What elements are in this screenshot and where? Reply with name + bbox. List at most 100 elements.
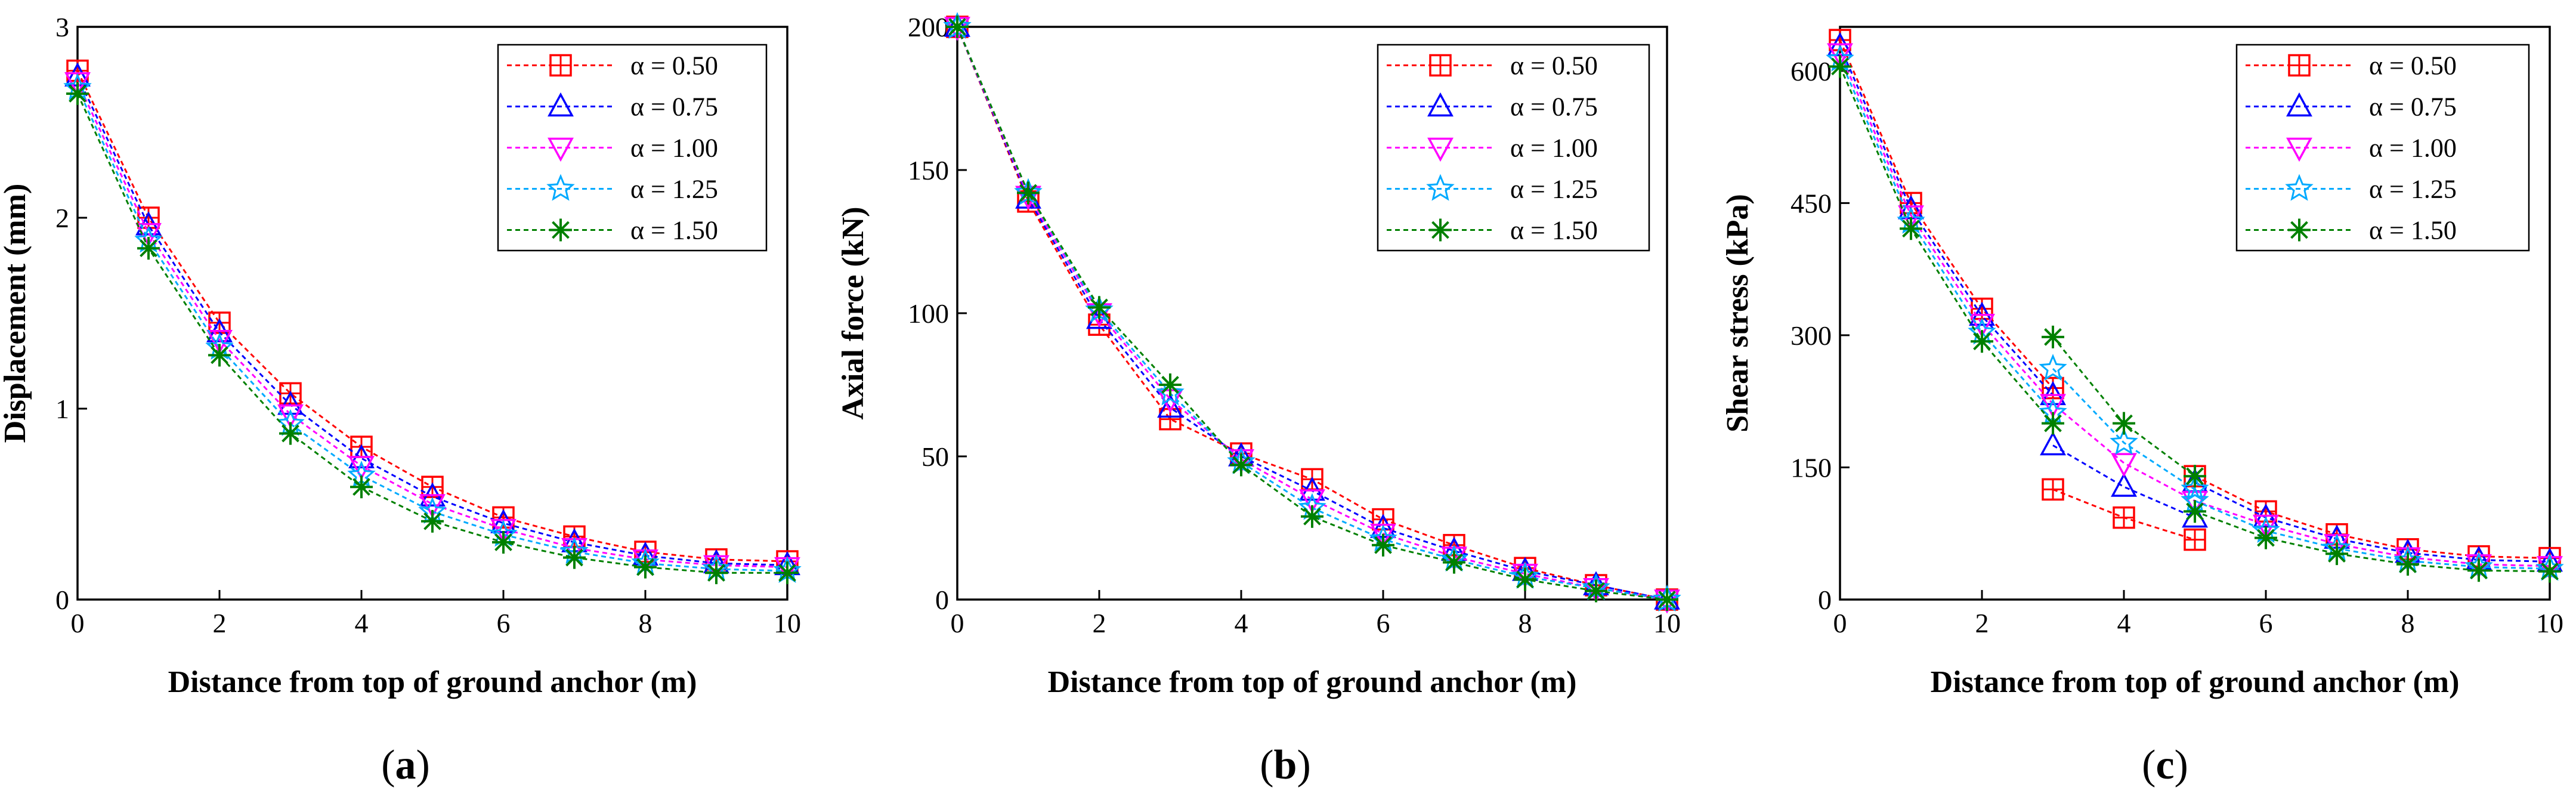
data-point-spoke (1232, 456, 1250, 474)
data-point-spoke (1019, 184, 1037, 202)
legend: α = 0.50 α = 0.75 α = 1.00 α = 1.25 α = 1.50 (497, 44, 768, 252)
data-point (2184, 528, 2206, 551)
data-point (2040, 431, 2066, 456)
series-5 (1829, 55, 2561, 583)
data-point (1372, 533, 1394, 557)
data-point-spoke (1516, 570, 1534, 589)
data-point (135, 223, 162, 248)
legend-label: α = 1.25 (1510, 175, 1598, 204)
data-point (137, 237, 160, 260)
x-tick-label: 8 (1519, 608, 1532, 638)
legend-marker-spoke (2290, 221, 2308, 239)
data-point (2538, 560, 2561, 583)
legend-label: α = 1.50 (2369, 216, 2457, 245)
y-axis-title: Shear stress (kPa) (1721, 194, 1755, 433)
data-point (2042, 478, 2064, 501)
series-line (1839, 45, 2054, 396)
data-point (2040, 394, 2066, 418)
data-point (563, 546, 586, 569)
legend: α = 0.50 α = 0.75 α = 1.00 α = 1.25 α = 1.50 (1377, 44, 1650, 252)
series-line (2052, 336, 2195, 477)
x-tick-label: 2 (1093, 608, 1106, 638)
series-1 (1829, 29, 2561, 570)
legend-label: α = 1.50 (630, 216, 718, 245)
x-tick-label: 4 (2117, 608, 2131, 638)
series-line (2052, 367, 2195, 490)
legend-marker (549, 54, 572, 77)
data-point (1088, 296, 1111, 319)
legend-marker (1429, 218, 1452, 242)
data-point (279, 422, 302, 445)
data-point (2039, 354, 2067, 381)
legend-label: α = 0.50 (2369, 51, 2457, 81)
data-point (1299, 489, 1325, 514)
panel-caption: (a) (381, 742, 430, 788)
data-point (776, 561, 799, 585)
data-point (2181, 474, 2209, 502)
legend-label: α = 1.00 (1510, 134, 1598, 163)
data-point (1900, 217, 1922, 240)
data-point-spoke (1303, 507, 1321, 526)
data-point (946, 16, 969, 38)
x-tick-label: 4 (355, 608, 369, 638)
x-tick-label: 8 (639, 608, 652, 638)
x-tick-label: 6 (497, 608, 511, 638)
data-point (2042, 412, 2064, 435)
data-point (2113, 506, 2135, 529)
data-point-spoke (1587, 582, 1605, 600)
y-tick-label: 3 (55, 12, 69, 42)
data-point-spoke (1374, 536, 1392, 554)
data-point-spoke (423, 512, 441, 530)
legend-marker (1427, 92, 1454, 117)
panel-caption: (c) (2142, 742, 2188, 788)
data-point-spoke (565, 548, 583, 567)
data-point-spoke (69, 85, 86, 103)
x-tick-label: 0 (71, 608, 85, 638)
x-axis-title: Distance from top of ground anchor (m) (168, 665, 697, 699)
y-tick-label: 1 (55, 394, 69, 424)
data-point (350, 475, 373, 499)
y-tick-label: 150 (1790, 452, 1832, 483)
data-point (2111, 472, 2137, 497)
data-point (2042, 325, 2064, 348)
series-line (2052, 444, 2195, 518)
data-point-spoke (2328, 545, 2346, 563)
data-point (2467, 559, 2490, 582)
panel-caption-letter: a (395, 742, 416, 788)
legend-marker-spoke (552, 221, 570, 239)
data-point (2325, 542, 2348, 566)
data-point (1514, 568, 1536, 591)
chart-panel-a: 0 2 4 6 8 10 0 1 2 3 Distance from top of ground a… (0, 12, 802, 788)
data-point (1969, 313, 1995, 338)
data-point (1230, 453, 1253, 477)
x-tick-label: 8 (2401, 608, 2415, 638)
data-point-spoke (1902, 220, 1920, 238)
data-point (1585, 579, 1607, 603)
data-point (1443, 551, 1465, 574)
data-point-spoke (2115, 414, 2133, 433)
legend-marker (546, 174, 575, 201)
data-point-spoke (1973, 332, 1991, 351)
data-point-spoke (948, 18, 966, 36)
data-point (208, 311, 231, 334)
chart-panel-c: 0 2 4 6 8 10 0 150 300 450 600 Distance from top of… (1721, 26, 2564, 788)
data-point (206, 330, 233, 354)
legend-marker (2286, 92, 2312, 117)
series-line (1839, 39, 2054, 389)
legend-label: α = 1.00 (630, 134, 718, 163)
y-axis-title: Displacement (mm) (0, 184, 32, 443)
plot-frame (1839, 26, 2551, 601)
data-point-spoke (2044, 414, 2062, 433)
data-point-spoke (1831, 57, 1849, 76)
legend-label: α = 1.25 (630, 175, 718, 204)
data-point (66, 82, 89, 105)
y-axis-title: Axial force (kN) (836, 206, 870, 419)
legend-marker (1427, 137, 1454, 162)
y-tick-label: 300 (1790, 320, 1832, 351)
data-point (1829, 55, 1851, 78)
data-point-spoke (2186, 502, 2204, 521)
legend-marker (549, 218, 572, 242)
data-point-spoke (1658, 591, 1676, 609)
